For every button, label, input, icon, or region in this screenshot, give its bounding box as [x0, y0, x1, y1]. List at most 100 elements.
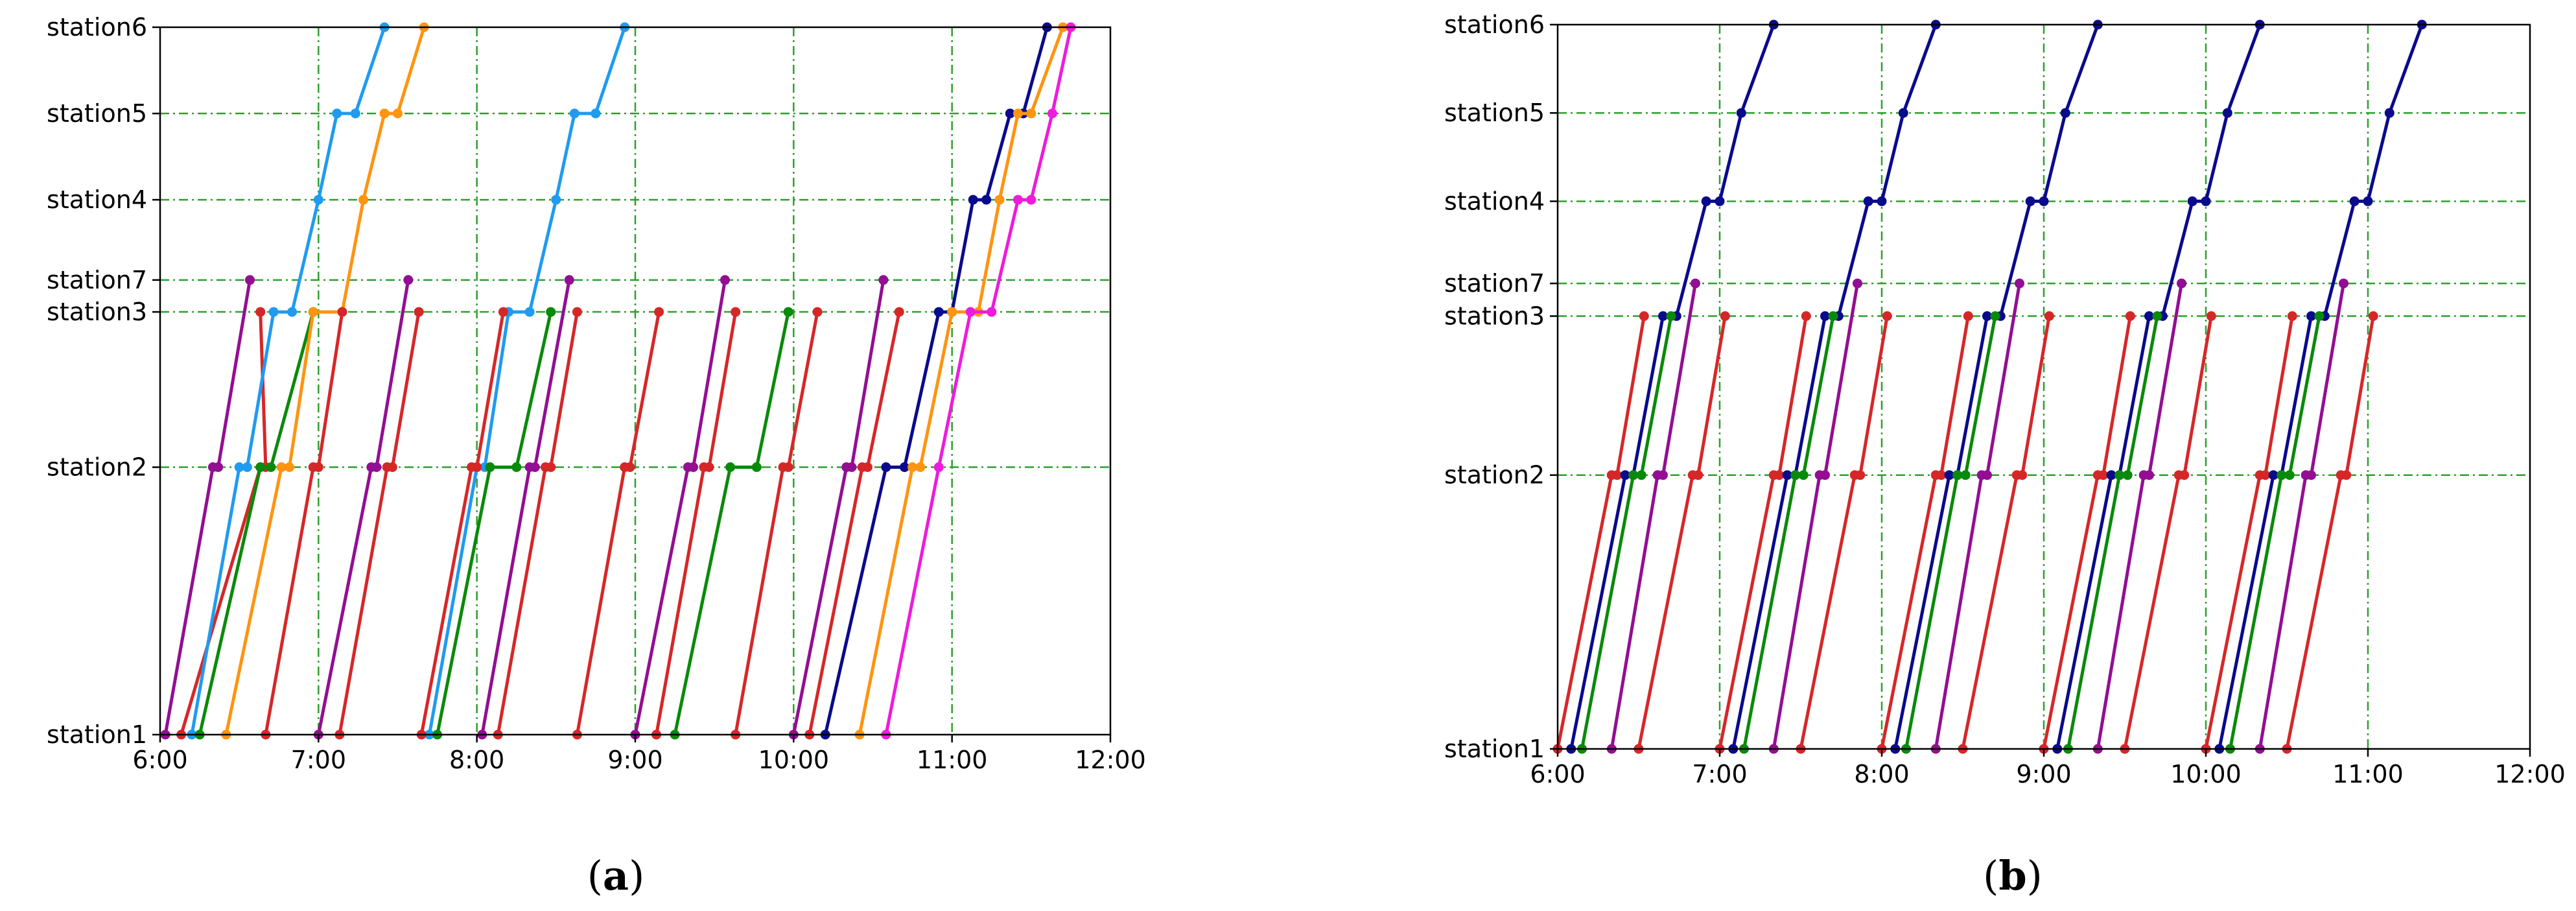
series-line	[163, 279, 252, 735]
series-lightblue	[187, 22, 390, 740]
data-point	[1691, 278, 1700, 289]
data-point	[2363, 196, 2373, 206]
data-point	[688, 462, 699, 472]
data-point	[2039, 196, 2049, 206]
data-point	[1820, 470, 1830, 480]
data-point	[313, 462, 323, 472]
series-purple	[2092, 278, 2186, 754]
x-tick-label: 9:00	[607, 746, 662, 774]
data-point	[569, 108, 580, 119]
y-tick-label: station5	[1444, 99, 1545, 127]
y-tick-label: station4	[1444, 187, 1545, 215]
series-red	[2282, 311, 2378, 754]
series-red	[572, 307, 664, 740]
chart-panel-b: 6:00 7:00 8:00 9:00 10:00 11:00 12:00 station1 s…	[1444, 10, 2566, 788]
y-tick-label: station5	[47, 99, 147, 128]
data-point	[894, 307, 904, 317]
series-green	[194, 307, 318, 740]
data-point	[1720, 311, 1730, 321]
y-tick-label: station7	[1444, 269, 1545, 298]
data-point	[1828, 311, 1838, 321]
series-navy	[2214, 19, 2427, 754]
data-point	[1801, 311, 1811, 321]
data-point	[2384, 108, 2395, 118]
data-point	[2341, 470, 2352, 480]
data-point	[1877, 196, 1887, 206]
series-line	[224, 27, 426, 735]
data-point	[1882, 311, 1892, 321]
data-point	[2125, 311, 2135, 321]
x-tick-label: 6:00	[1530, 760, 1585, 788]
panel-label-a: (a)	[587, 852, 645, 899]
data-point	[268, 307, 279, 317]
series-purple	[160, 275, 255, 740]
data-point	[933, 462, 944, 472]
data-point	[371, 462, 382, 472]
series-line	[673, 311, 790, 735]
data-point	[2015, 278, 2024, 289]
series-orange	[221, 22, 429, 740]
series-navy	[1728, 19, 1941, 754]
series-green	[2225, 311, 2324, 754]
data-point	[313, 195, 323, 205]
series-line	[2042, 316, 2132, 750]
series-line	[198, 311, 315, 735]
data-point	[1960, 470, 1971, 480]
series-line	[1556, 316, 1646, 750]
series-red	[176, 307, 271, 740]
data-point	[245, 275, 255, 285]
series-line	[1580, 316, 1673, 750]
series-line	[419, 311, 505, 735]
data-point	[546, 307, 556, 317]
data-point	[1693, 470, 1704, 480]
series-line	[1718, 316, 1808, 750]
data-point	[862, 462, 872, 472]
data-point	[907, 462, 918, 472]
data-point	[1898, 108, 1908, 118]
data-point	[654, 307, 664, 317]
data-point	[915, 462, 926, 472]
series-red	[416, 307, 508, 740]
x-tick-label: 12:00	[2494, 760, 2566, 788]
series-red	[1715, 311, 1811, 754]
data-point	[987, 307, 997, 317]
y-tick-label: station4	[47, 185, 147, 214]
data-point	[2306, 470, 2316, 480]
data-point	[899, 462, 909, 472]
y-tick-label: station1	[47, 720, 147, 749]
data-point	[287, 307, 298, 317]
data-point	[1636, 470, 1646, 480]
series-navy	[1890, 19, 2103, 754]
data-point	[332, 108, 342, 119]
data-point	[2306, 311, 2316, 321]
data-point	[1658, 311, 1668, 321]
data-point	[881, 462, 891, 472]
data-point	[1639, 311, 1649, 321]
data-point	[1963, 311, 1973, 321]
x-tick-label: 8:00	[1854, 760, 1909, 788]
series-red	[804, 307, 904, 740]
data-point	[1047, 108, 1057, 119]
data-point	[1782, 470, 1792, 480]
data-point	[1658, 470, 1668, 480]
data-point	[1701, 196, 1711, 206]
data-point	[511, 462, 522, 472]
series-red	[493, 307, 582, 740]
data-point	[266, 462, 276, 472]
data-point	[783, 307, 793, 317]
data-point	[1936, 470, 1947, 480]
y-tick-label: station7	[47, 266, 147, 294]
data-point	[783, 462, 793, 472]
data-point	[414, 307, 424, 317]
data-point	[720, 275, 730, 285]
data-point	[2260, 470, 2271, 480]
x-tick-label: 7:00	[291, 746, 346, 774]
data-point	[255, 307, 266, 317]
series-purple	[2254, 278, 2348, 754]
data-point	[213, 462, 224, 472]
data-point	[751, 462, 762, 472]
data-point	[1982, 470, 1992, 480]
data-point	[276, 462, 287, 472]
panel-label-b: (b)	[1983, 852, 2043, 899]
data-point	[2222, 108, 2232, 118]
